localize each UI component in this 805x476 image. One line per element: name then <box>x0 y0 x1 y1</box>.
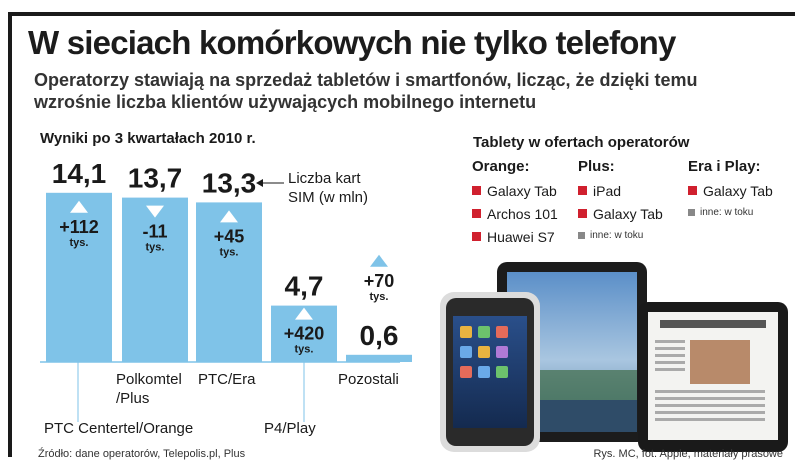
page-subtitle: Operatorzy stawiają na sprzedaż tabletów… <box>34 70 698 112</box>
source-note: Źródło: dane operatorów, Telepolis.pl, P… <box>38 448 246 460</box>
category-label: PTC/Era <box>198 371 256 388</box>
note-square <box>688 208 695 216</box>
tablet-note: inne: w toku <box>688 202 773 222</box>
change-unit: tys. <box>370 291 389 303</box>
category-label: Polkomtel <box>116 371 182 388</box>
value-label: 13,7 <box>128 163 183 194</box>
bar <box>122 197 188 362</box>
arrow-up-icon <box>370 254 388 267</box>
arrow-up-icon <box>220 210 238 223</box>
tablet-name: Archos 101 <box>487 205 558 222</box>
tablet-item: Archos 101 <box>472 202 558 225</box>
credits-note: Rys. MC, fot. Apple, materiały prasowe <box>593 448 783 460</box>
tablet-item: Galaxy Tab <box>688 179 773 202</box>
annotation-arrow-icon <box>256 179 263 187</box>
annotation-label: Liczba kart <box>288 170 361 187</box>
arrow-up-icon <box>295 307 313 320</box>
left-rule <box>8 12 12 457</box>
value-label: 14,1 <box>52 158 107 189</box>
bullet-square <box>578 186 587 195</box>
tablet-name: Galaxy Tab <box>703 182 773 199</box>
change-label: +420 <box>284 324 325 344</box>
bullet-square <box>578 209 587 218</box>
chart-title: Wyniki po 3 kwartałach 2010 r. <box>40 130 256 147</box>
category-label: PTC Centertel/Orange <box>44 420 193 437</box>
tablet-item: Galaxy Tab <box>472 179 558 202</box>
value-label: 13,3 <box>202 167 257 198</box>
top-rule <box>8 12 795 16</box>
tablets-title: Tablety w ofertach operatorów <box>473 134 690 151</box>
tablet-name: iPad <box>593 182 622 199</box>
change-unit: tys. <box>70 237 89 249</box>
ipad-front-image <box>638 302 788 452</box>
bullet-square <box>472 232 481 241</box>
arrow-down-icon <box>146 205 164 218</box>
category-label: P4/Play <box>264 420 316 437</box>
bar <box>346 354 412 362</box>
note-text: inne: w toku <box>590 229 644 241</box>
category-label: Pozostali <box>338 371 399 388</box>
change-label: +70 <box>364 271 395 291</box>
operator-era-play: Era i Play: Galaxy Tab inne: w toku <box>688 158 773 222</box>
note-text: inne: w toku <box>700 206 754 218</box>
value-label: 0,6 <box>360 320 399 351</box>
change-label: +45 <box>214 226 245 246</box>
tablet-item: Galaxy Tab <box>578 202 663 225</box>
tablet-name: Huawei S7 <box>487 228 555 245</box>
change-unit: tys. <box>295 344 314 356</box>
change-label: +112 <box>59 217 99 237</box>
change-unit: tys. <box>220 246 239 258</box>
operator-name: Plus: <box>578 158 615 175</box>
tablet-note: inne: w toku <box>578 225 663 245</box>
page-title: W sieciach komórkowych nie tylko telefon… <box>28 24 676 61</box>
bullet-square <box>472 209 481 218</box>
galaxy-tab-image <box>440 292 540 452</box>
value-label: 4,7 <box>285 271 324 302</box>
annotation-label: SIM (w mln) <box>288 189 368 206</box>
operator-plus: Plus: iPad Galaxy Tab inne: w toku <box>578 158 663 245</box>
change-label: -11 <box>142 222 167 242</box>
change-unit: tys. <box>146 242 165 254</box>
tablet-item: iPad <box>578 179 663 202</box>
bar <box>196 202 262 362</box>
operator-orange: Orange: Galaxy Tab Archos 101 Huawei S7 <box>472 158 558 248</box>
tablet-name: Galaxy Tab <box>593 205 663 222</box>
arrow-up-icon <box>70 200 88 213</box>
tablet-item: Huawei S7 <box>472 225 558 248</box>
tablet-name: Galaxy Tab <box>487 182 557 199</box>
operator-name: Orange: <box>472 158 530 175</box>
bullet-square <box>472 186 481 195</box>
operator-name: Era i Play: <box>688 158 761 175</box>
bar <box>46 192 112 362</box>
bullet-square <box>688 186 697 195</box>
category-label: /Plus <box>116 390 149 407</box>
note-square <box>578 231 585 239</box>
